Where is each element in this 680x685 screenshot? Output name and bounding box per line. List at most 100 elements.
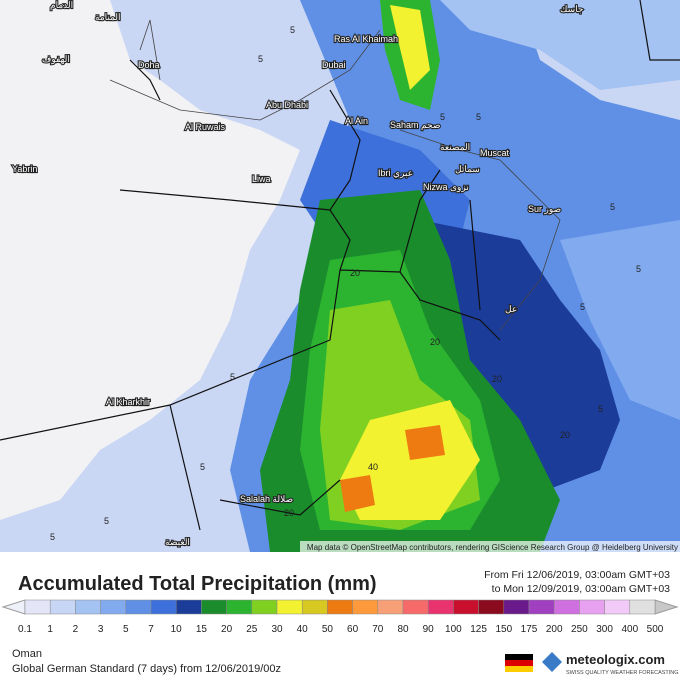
legend-swatch	[201, 599, 227, 615]
place-label: Al Kharkhir	[106, 397, 150, 407]
place-label: Abu Dhabi	[266, 100, 308, 110]
contour-label: 5	[200, 462, 205, 472]
legend-swatch	[503, 599, 530, 615]
legend-swatch	[453, 599, 479, 615]
legend-tick: 7	[148, 624, 154, 635]
legend-tick: 80	[397, 624, 409, 635]
legend-tick: 100	[445, 624, 462, 635]
legend-swatch	[579, 599, 605, 615]
region: Oman	[12, 648, 42, 660]
place-label: Yabrin	[12, 164, 37, 174]
legend-tick: 20	[221, 624, 233, 635]
legend-tick: 25	[246, 624, 258, 635]
legend-tick: 400	[621, 624, 638, 635]
place-label: Dubai	[322, 60, 346, 70]
flag	[505, 654, 533, 672]
place-label: الدمام	[50, 0, 73, 11]
legend-swatch	[175, 599, 202, 615]
legend-swatch	[352, 599, 379, 615]
place-label: الغيضة	[165, 537, 190, 547]
place-label: المنامة	[95, 12, 121, 22]
legend-swatch	[24, 599, 51, 615]
legend-tick: 175	[521, 624, 538, 635]
contour-label: 5	[610, 202, 615, 212]
legend-swatch	[226, 599, 253, 615]
contour-label: 5	[598, 404, 603, 414]
place-label: Salalah صلالة	[240, 494, 293, 504]
contour-label: 5	[636, 264, 641, 274]
under-arrow	[1, 599, 26, 615]
legend-swatch	[478, 599, 505, 615]
place-label: المصنعة	[440, 142, 470, 152]
place-label: Saham صحم	[390, 120, 440, 131]
legend-swatch	[49, 599, 76, 615]
legend-swatch	[629, 599, 656, 615]
contour-label: 20	[284, 508, 294, 518]
map-labels: الدمام المنامة الهفوف Doha Ras Al Khaimah Dub…	[11, 0, 585, 548]
contour-label: 5	[50, 532, 55, 542]
legend-tick: 250	[571, 624, 588, 635]
contour-label: 20	[492, 374, 502, 384]
legend-tick: 30	[271, 624, 283, 635]
place-label: Ibri عبري	[378, 168, 413, 179]
contour-label: 20	[350, 268, 360, 278]
place-label: سمائل	[455, 164, 480, 174]
place-label: الهفوف	[42, 54, 70, 65]
place-label: Doha	[138, 60, 160, 70]
legend-tick: 10	[171, 624, 183, 635]
contour-label: 5	[104, 516, 109, 526]
contour-label: 5	[580, 302, 585, 312]
contour-label: 5	[290, 25, 295, 35]
tagline: SWISS QUALITY WEATHER FORECASTING	[566, 670, 679, 676]
place-label: عل	[505, 304, 517, 314]
legend-swatch	[100, 599, 127, 615]
date-to: to Mon 12/09/2019, 03:00am GMT+03	[492, 583, 670, 595]
contour-label: 5	[440, 112, 445, 122]
legend-swatch	[150, 599, 177, 615]
place-label: Al Ain	[345, 116, 368, 126]
place-label: Ras Al Khaimah	[334, 34, 398, 44]
legend-swatch	[301, 599, 328, 615]
legend-tick: 300	[596, 624, 613, 635]
title: Accumulated Total Precipitation (mm)	[18, 573, 377, 595]
legend-tick: 2	[73, 624, 79, 635]
legend-tick: 150	[495, 624, 512, 635]
place-label: جاسك	[560, 4, 583, 14]
legend-swatch	[125, 599, 152, 615]
contour-label: 20	[430, 337, 440, 347]
contour-label: 5	[476, 112, 481, 122]
legend-swatch	[327, 599, 353, 615]
contour-label: 20	[560, 430, 570, 440]
legend-tick: 0.1	[18, 624, 32, 635]
legend-swatch	[251, 599, 278, 615]
date-from: From Fri 12/06/2019, 03:00am GMT+03	[484, 569, 670, 581]
legend-swatch	[402, 599, 429, 615]
brand: meteologix.com	[566, 652, 665, 667]
place-label: Liwa	[252, 174, 271, 184]
map	[0, 0, 680, 552]
legend-tick: 5	[123, 624, 129, 635]
legend-swatch	[427, 599, 454, 615]
place-label: Nizwa نزوى	[423, 182, 469, 193]
attribution: Map data © OpenStreetMap contributors, r…	[307, 543, 678, 552]
color-legend: 0.1 1 2 3 5 7 10 15 20 25 30 40 50 60 70 80 90 100 125 150 1…	[1, 599, 679, 635]
legend-tick: 3	[98, 624, 104, 635]
contour-label: 5	[258, 54, 263, 64]
legend-tick: 50	[322, 624, 334, 635]
contour-label: 5	[230, 372, 235, 382]
legend-tick: 1	[47, 624, 53, 635]
legend-tick: 15	[196, 624, 208, 635]
legend-swatch	[75, 599, 101, 615]
legend-tick: 70	[372, 624, 384, 635]
legend-swatch	[604, 599, 631, 615]
over-arrow	[654, 599, 679, 615]
place-label: Sur صور	[528, 204, 561, 215]
legend-tick: 40	[297, 624, 309, 635]
legend-tick: 90	[423, 624, 435, 635]
contour-label: 40	[368, 462, 378, 472]
legend-swatch	[276, 599, 303, 615]
legend-tick: 60	[347, 624, 359, 635]
contour-labels: 5 5 5 5 5 5 5 5 5 5 20 20 20 20 20 40 5 5	[50, 25, 641, 542]
